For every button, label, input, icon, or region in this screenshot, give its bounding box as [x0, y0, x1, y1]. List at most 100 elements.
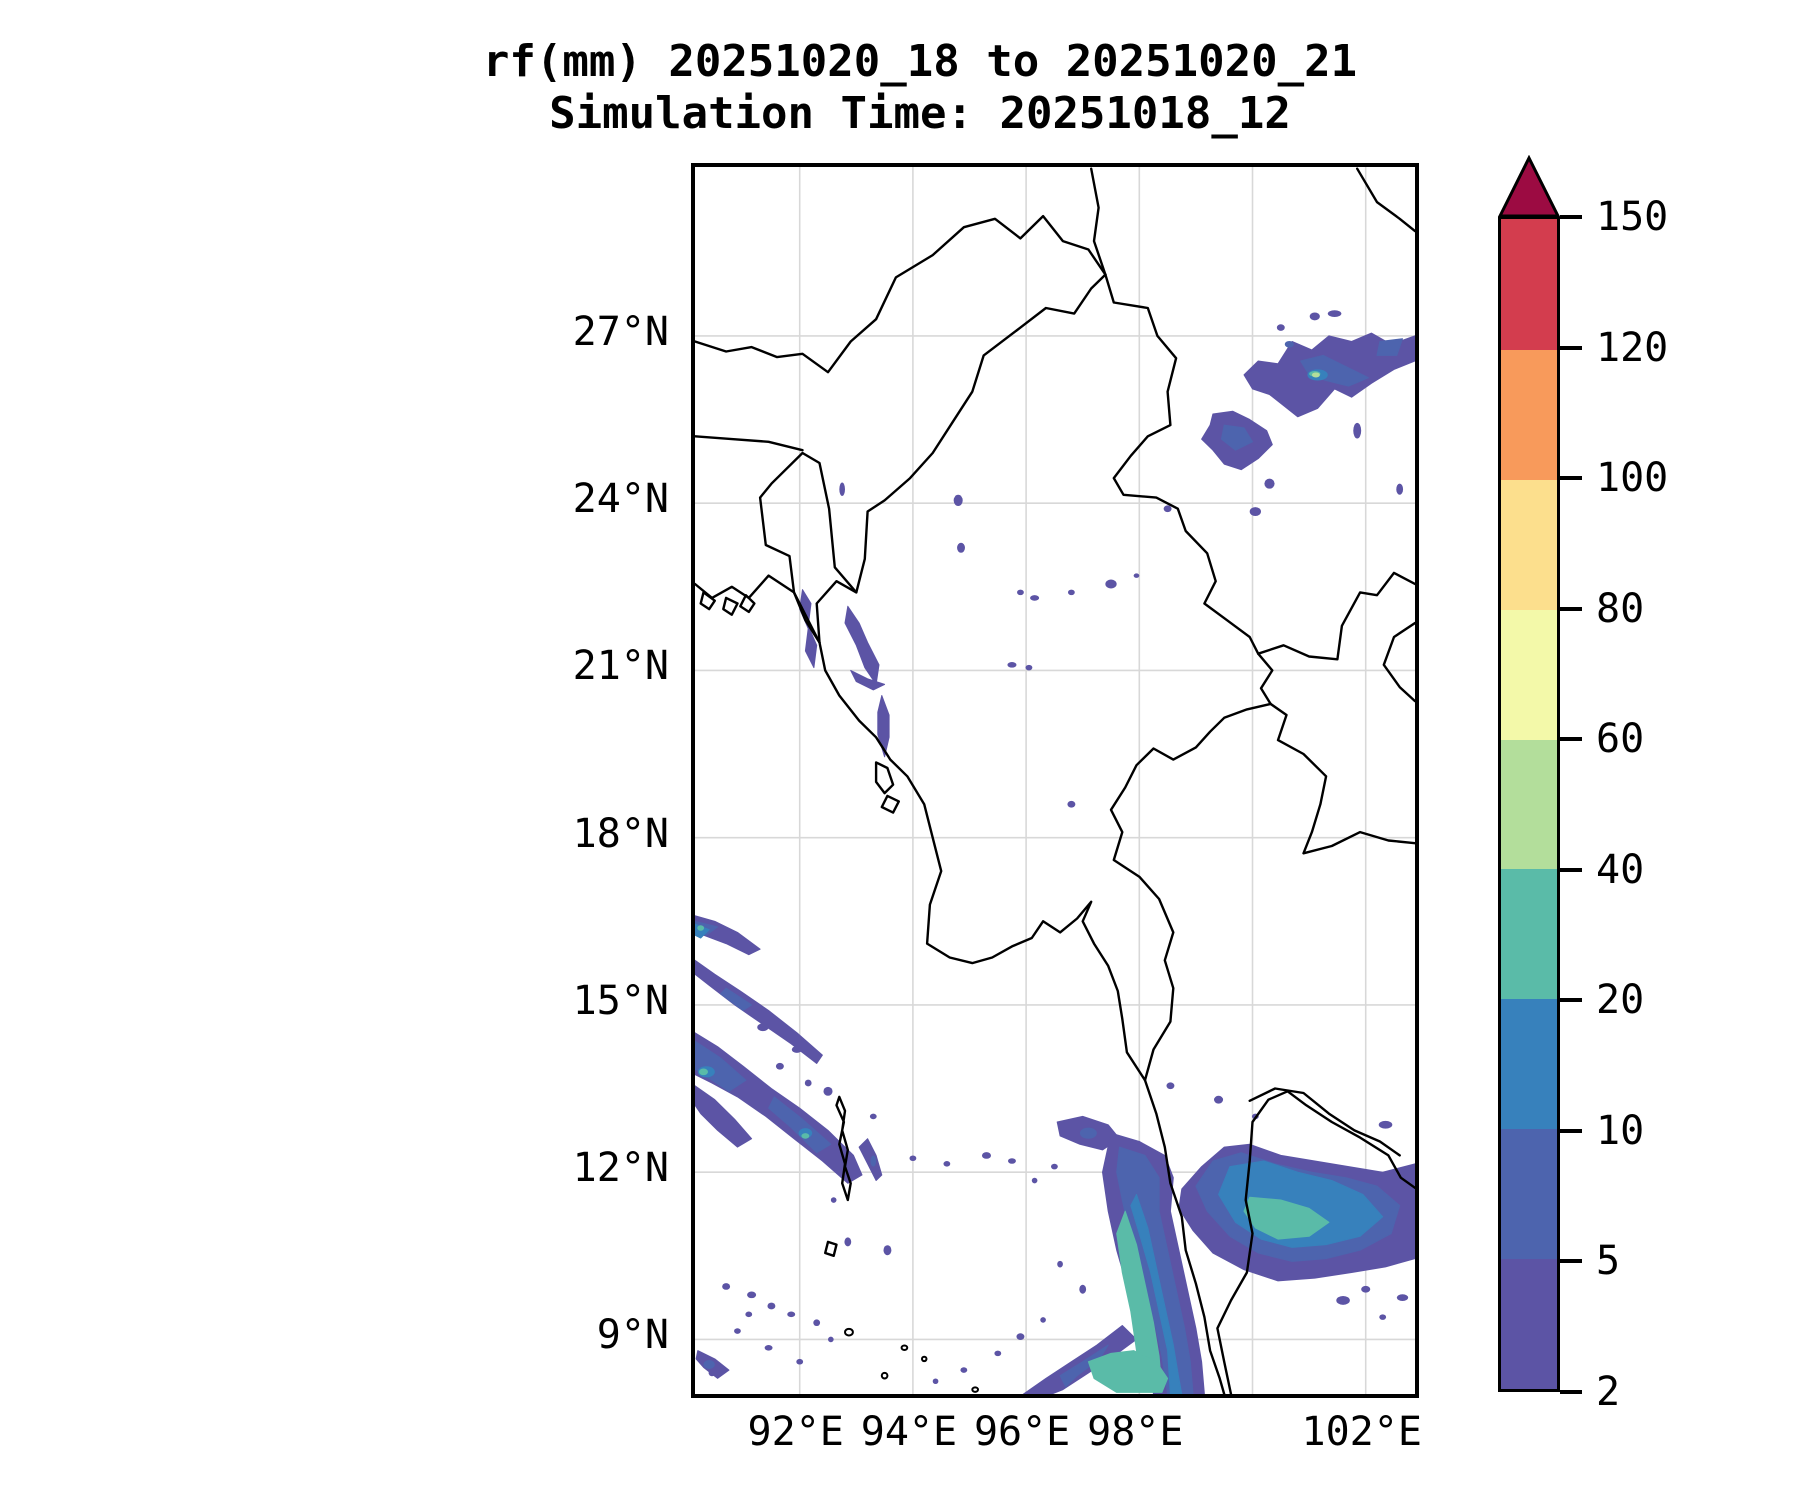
- colorbar-over-arrow: [1498, 155, 1560, 218]
- rain-contour-2mm: [757, 1023, 769, 1032]
- rain-contour-2mm: [981, 1152, 992, 1159]
- lat-tick-label: 9°N: [596, 1312, 669, 1359]
- rain-contour-2mm: [695, 1085, 753, 1148]
- rain-contour-5mm: [695, 1040, 747, 1092]
- rain-contour-2mm: [1057, 1260, 1063, 1268]
- rain-contour-2mm: [1030, 595, 1040, 601]
- rain-contour-2mm: [1017, 589, 1024, 596]
- country-border: [695, 574, 1226, 1394]
- colorbar-tick: [1560, 998, 1582, 1003]
- colorbar-tick: [1560, 867, 1582, 872]
- rain-contour-2mm: [791, 1046, 802, 1053]
- colorbar-segment-60-80: [1501, 608, 1557, 740]
- rain-contour-2mm: [877, 695, 890, 758]
- colorbar-tick: [1560, 1259, 1582, 1264]
- rain-contour-2mm: [960, 1367, 968, 1373]
- colorbar-segment-100-120: [1501, 348, 1557, 480]
- rain-contour-2mm: [1133, 573, 1140, 578]
- rain-contour-2mm: [1361, 1285, 1371, 1293]
- colorbar-tick: [1560, 737, 1582, 742]
- rain-contour-5mm: [1079, 1127, 1097, 1139]
- colorbar-tick-label: 80: [1596, 585, 1645, 632]
- colorbar-tick-label: 10: [1596, 1107, 1645, 1154]
- rain-contour-5mm: [703, 1360, 715, 1369]
- rain-contour-10mm: [1130, 1194, 1183, 1394]
- rain-contour-2mm: [1396, 483, 1404, 495]
- colorbar-segment-5-10: [1501, 1128, 1557, 1260]
- rain-contour-2mm: [745, 1311, 753, 1318]
- country-border: [695, 214, 1107, 374]
- rain-contour-2mm: [1079, 1284, 1087, 1294]
- country-border: [1248, 1087, 1401, 1157]
- lat-tick-label: 15°N: [572, 977, 669, 1024]
- rain-contour-5mm: [720, 987, 753, 1011]
- lat-tick-label: 12°N: [572, 1145, 669, 1192]
- rain-contour-2mm: [1309, 312, 1320, 321]
- rain-contour-2mm: [828, 1336, 834, 1343]
- map-axes: [691, 163, 1419, 1398]
- island-outline: [920, 1355, 928, 1363]
- lon-tick-label: 94°E: [860, 1409, 958, 1455]
- rain-contour-2mm: [1163, 505, 1172, 513]
- country-border: [1257, 571, 1415, 661]
- rain-contour-2mm: [1276, 324, 1285, 331]
- rain-contour-2mm: [883, 1245, 892, 1256]
- country-border: [880, 794, 901, 814]
- rain-contour-2mm: [767, 1302, 776, 1310]
- rain-contour-2mm: [1327, 310, 1342, 317]
- rain-contour-2mm: [943, 1161, 951, 1167]
- lon-tick-label: 92°E: [747, 1409, 844, 1455]
- colorbar-tick-label: 120: [1596, 324, 1669, 371]
- island-outline: [971, 1386, 980, 1393]
- rain-contour-2mm: [869, 1113, 877, 1120]
- rain-contour-2mm: [775, 1062, 784, 1070]
- country-border: [758, 451, 858, 644]
- country-border: [815, 273, 1107, 644]
- rain-contour-2mm: [813, 1319, 821, 1327]
- country-border: [1269, 702, 1415, 855]
- rain-contour-2mm: [932, 1378, 939, 1385]
- rain-contour-2mm: [734, 1328, 741, 1334]
- country-border: [1109, 702, 1272, 1082]
- rain-contour-5mm: [1284, 340, 1294, 348]
- colorbar-tick-label: 2: [1596, 1369, 1621, 1415]
- colorbar-tick-label: 100: [1596, 455, 1669, 502]
- rain-contour-2mm: [1031, 1177, 1038, 1184]
- country-border: [1382, 621, 1415, 703]
- country-border: [874, 761, 895, 795]
- lat-tick-label: 27°N: [572, 308, 669, 355]
- colorbar-tick: [1560, 1390, 1582, 1394]
- over-arrow-shape: [1498, 155, 1560, 218]
- country-border: [1090, 167, 1107, 276]
- rain-contour-2mm: [1067, 589, 1075, 596]
- rain-contour-2mm: [844, 605, 880, 685]
- rain-contour-20mm: [697, 925, 705, 931]
- rain-contour-2mm: [823, 1086, 833, 1096]
- lat-tick-label: 18°N: [572, 810, 669, 857]
- colorbar-tick-label: 5: [1596, 1238, 1621, 1285]
- rain-contour-2mm: [1396, 1294, 1409, 1301]
- chart-subtitle: Simulation Time: 20251018_12: [549, 88, 1291, 139]
- rain-contour-2mm: [722, 1283, 731, 1290]
- rain-contour-2mm: [850, 669, 886, 691]
- rain-contour-2mm: [953, 494, 963, 506]
- rain-contour-2mm: [1379, 1314, 1387, 1320]
- country-border: [722, 596, 739, 616]
- lat-tick-label: 21°N: [572, 643, 669, 690]
- country-border: [1216, 1090, 1415, 1394]
- rain-contour-2mm: [830, 1197, 837, 1203]
- rain-contour-2mm: [796, 1358, 804, 1365]
- colorbar-tick: [1560, 476, 1582, 481]
- rain-contour-2mm: [994, 1350, 1002, 1357]
- country-border: [835, 1095, 852, 1202]
- colorbar-tick-label: 40: [1596, 846, 1645, 893]
- rain-contour-2mm: [844, 1237, 852, 1247]
- chart-title: rf(mm) 20251020_18 to 20251020_21: [482, 36, 1358, 87]
- rain-contour-2mm: [1067, 800, 1076, 808]
- rain-contour-2mm: [1105, 579, 1117, 589]
- rain-contour-2mm: [1378, 1120, 1393, 1129]
- country-border: [695, 435, 804, 452]
- rain-contour-2mm: [909, 1155, 917, 1162]
- rain-contour-2mm: [1336, 1295, 1350, 1305]
